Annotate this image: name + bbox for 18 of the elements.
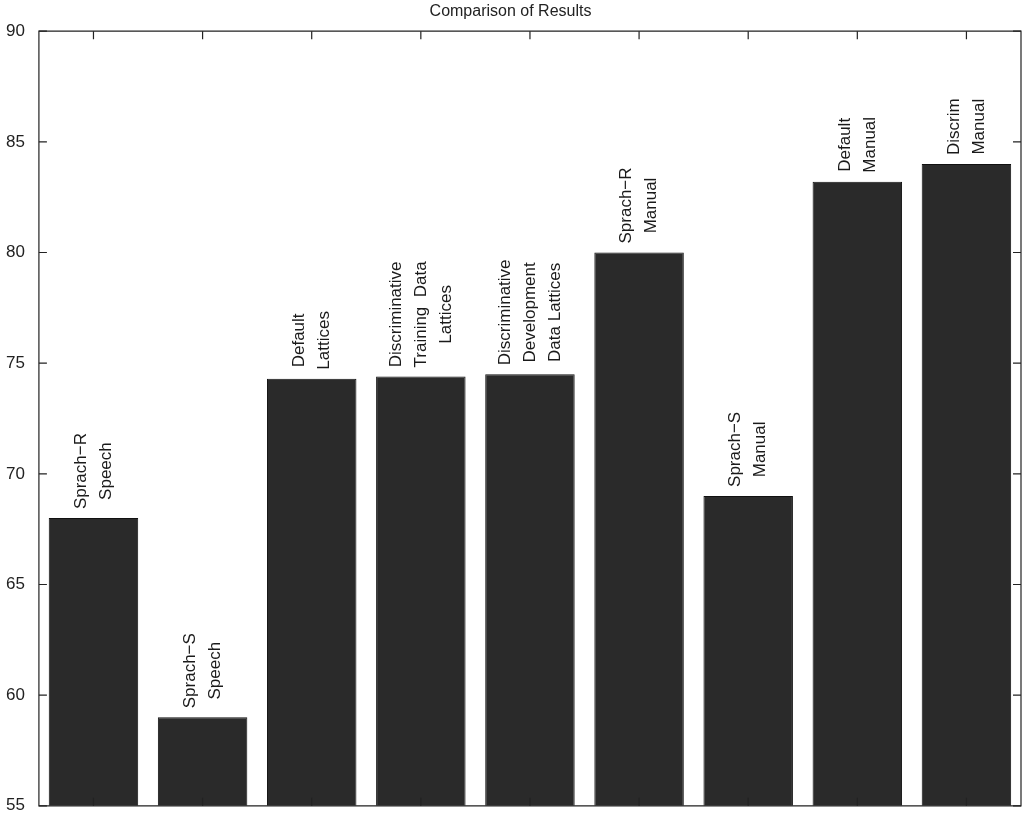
y-tick-label: 90 <box>5 20 25 40</box>
y-tick-label: 80 <box>5 242 25 262</box>
x-tick-label: Default Manual <box>834 116 879 173</box>
x-tick-label: Sprach−S Speech <box>179 633 224 709</box>
x-tick-label: Discriminative Development Data Lattices <box>494 259 564 366</box>
y-tick-label: 70 <box>5 463 25 483</box>
x-tick-label: Sprach−R Speech <box>70 433 115 510</box>
y-tick-label: 85 <box>5 131 25 151</box>
x-tick-label: Discriminative Training Data Lattices <box>385 260 455 368</box>
x-tick-label: Sprach−S Manual <box>725 411 770 487</box>
x-tick-label: Default Lattices <box>288 311 333 370</box>
chart-title: Comparison of Results <box>429 2 592 20</box>
y-tick-label: 55 <box>5 795 25 815</box>
x-tick-label: Sprach−R Manual <box>616 167 661 244</box>
y-tick-label: 75 <box>5 352 25 372</box>
y-tick-label: 60 <box>5 684 25 704</box>
y-tick-label: 65 <box>5 574 25 594</box>
x-tick-label: Discrim Manual <box>943 98 988 155</box>
